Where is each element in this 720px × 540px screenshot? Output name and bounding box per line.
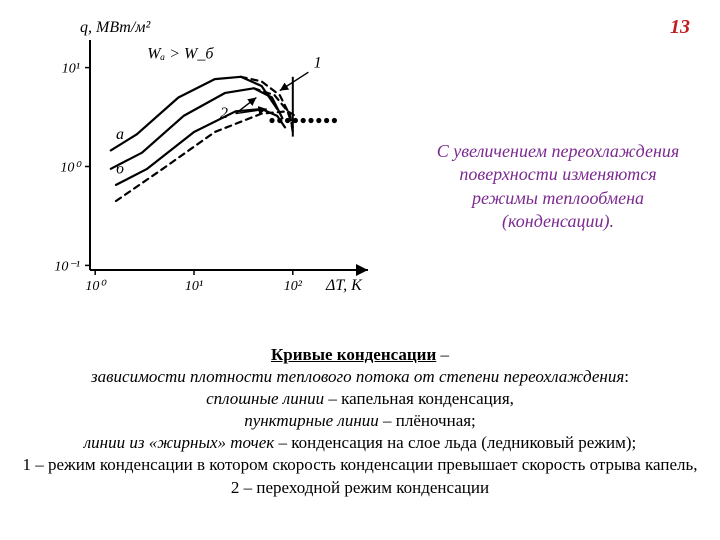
page-number: 13 xyxy=(670,16,690,39)
caption-line1-colon: : xyxy=(624,367,629,386)
svg-text:ΔT, K: ΔT, K xyxy=(325,277,363,294)
svg-text:Wₐ > W_б: Wₐ > W_б xyxy=(147,45,214,62)
caption-line3-em: пунктирные линии xyxy=(244,411,379,430)
caption-title-dash: – xyxy=(436,345,449,364)
slide-root: 13 q, МВт/м² ΔT, K 10⁻¹ 10⁰ 10¹ 10⁰ 10¹ 10² аб Wₐ… xyxy=(0,0,720,540)
chart-svg: q, МВт/м² ΔT, K 10⁻¹ 10⁰ 10¹ 10⁰ 10¹ 10² аб Wₐ > … xyxy=(30,12,390,312)
caption-line2-rest: – капельная конденсация, xyxy=(324,389,514,408)
svg-text:10²: 10² xyxy=(284,279,303,294)
caption-line4-em: линии из «жирных» точек xyxy=(84,433,274,452)
caption-title: Кривые конденсации xyxy=(271,345,436,364)
caption-line1-em: зависимости плотности теплового потока о… xyxy=(91,367,624,386)
condensation-chart: q, МВт/м² ΔT, K 10⁻¹ 10⁰ 10¹ 10⁰ 10¹ 10² аб Wₐ > … xyxy=(30,12,390,312)
svg-text:1: 1 xyxy=(314,55,322,72)
svg-text:б: б xyxy=(116,160,125,177)
svg-text:10¹: 10¹ xyxy=(62,62,80,77)
svg-text:а: а xyxy=(116,126,124,143)
side-annotation: С увеличением переохлаждения поверхности… xyxy=(428,140,688,234)
svg-text:2: 2 xyxy=(220,105,228,122)
caption-line4-rest: – конденсация на слое льда (ледниковый р… xyxy=(274,433,636,452)
svg-text:10¹: 10¹ xyxy=(185,279,203,294)
svg-text:10⁰: 10⁰ xyxy=(60,161,82,176)
caption-line5: 1 – режим конденсации в котором скорость… xyxy=(22,455,697,474)
svg-text:q, МВт/м²: q, МВт/м² xyxy=(80,19,152,36)
svg-text:10⁰: 10⁰ xyxy=(85,279,107,294)
caption-line6: 2 – переходной режим конденсации xyxy=(231,478,489,497)
caption-line2-em: сплошные линии xyxy=(206,389,324,408)
caption-line3-rest: – плёночная; xyxy=(379,411,476,430)
caption-block: Кривые конденсации – зависимости плотнос… xyxy=(0,344,720,499)
svg-text:10⁻¹: 10⁻¹ xyxy=(54,259,80,274)
